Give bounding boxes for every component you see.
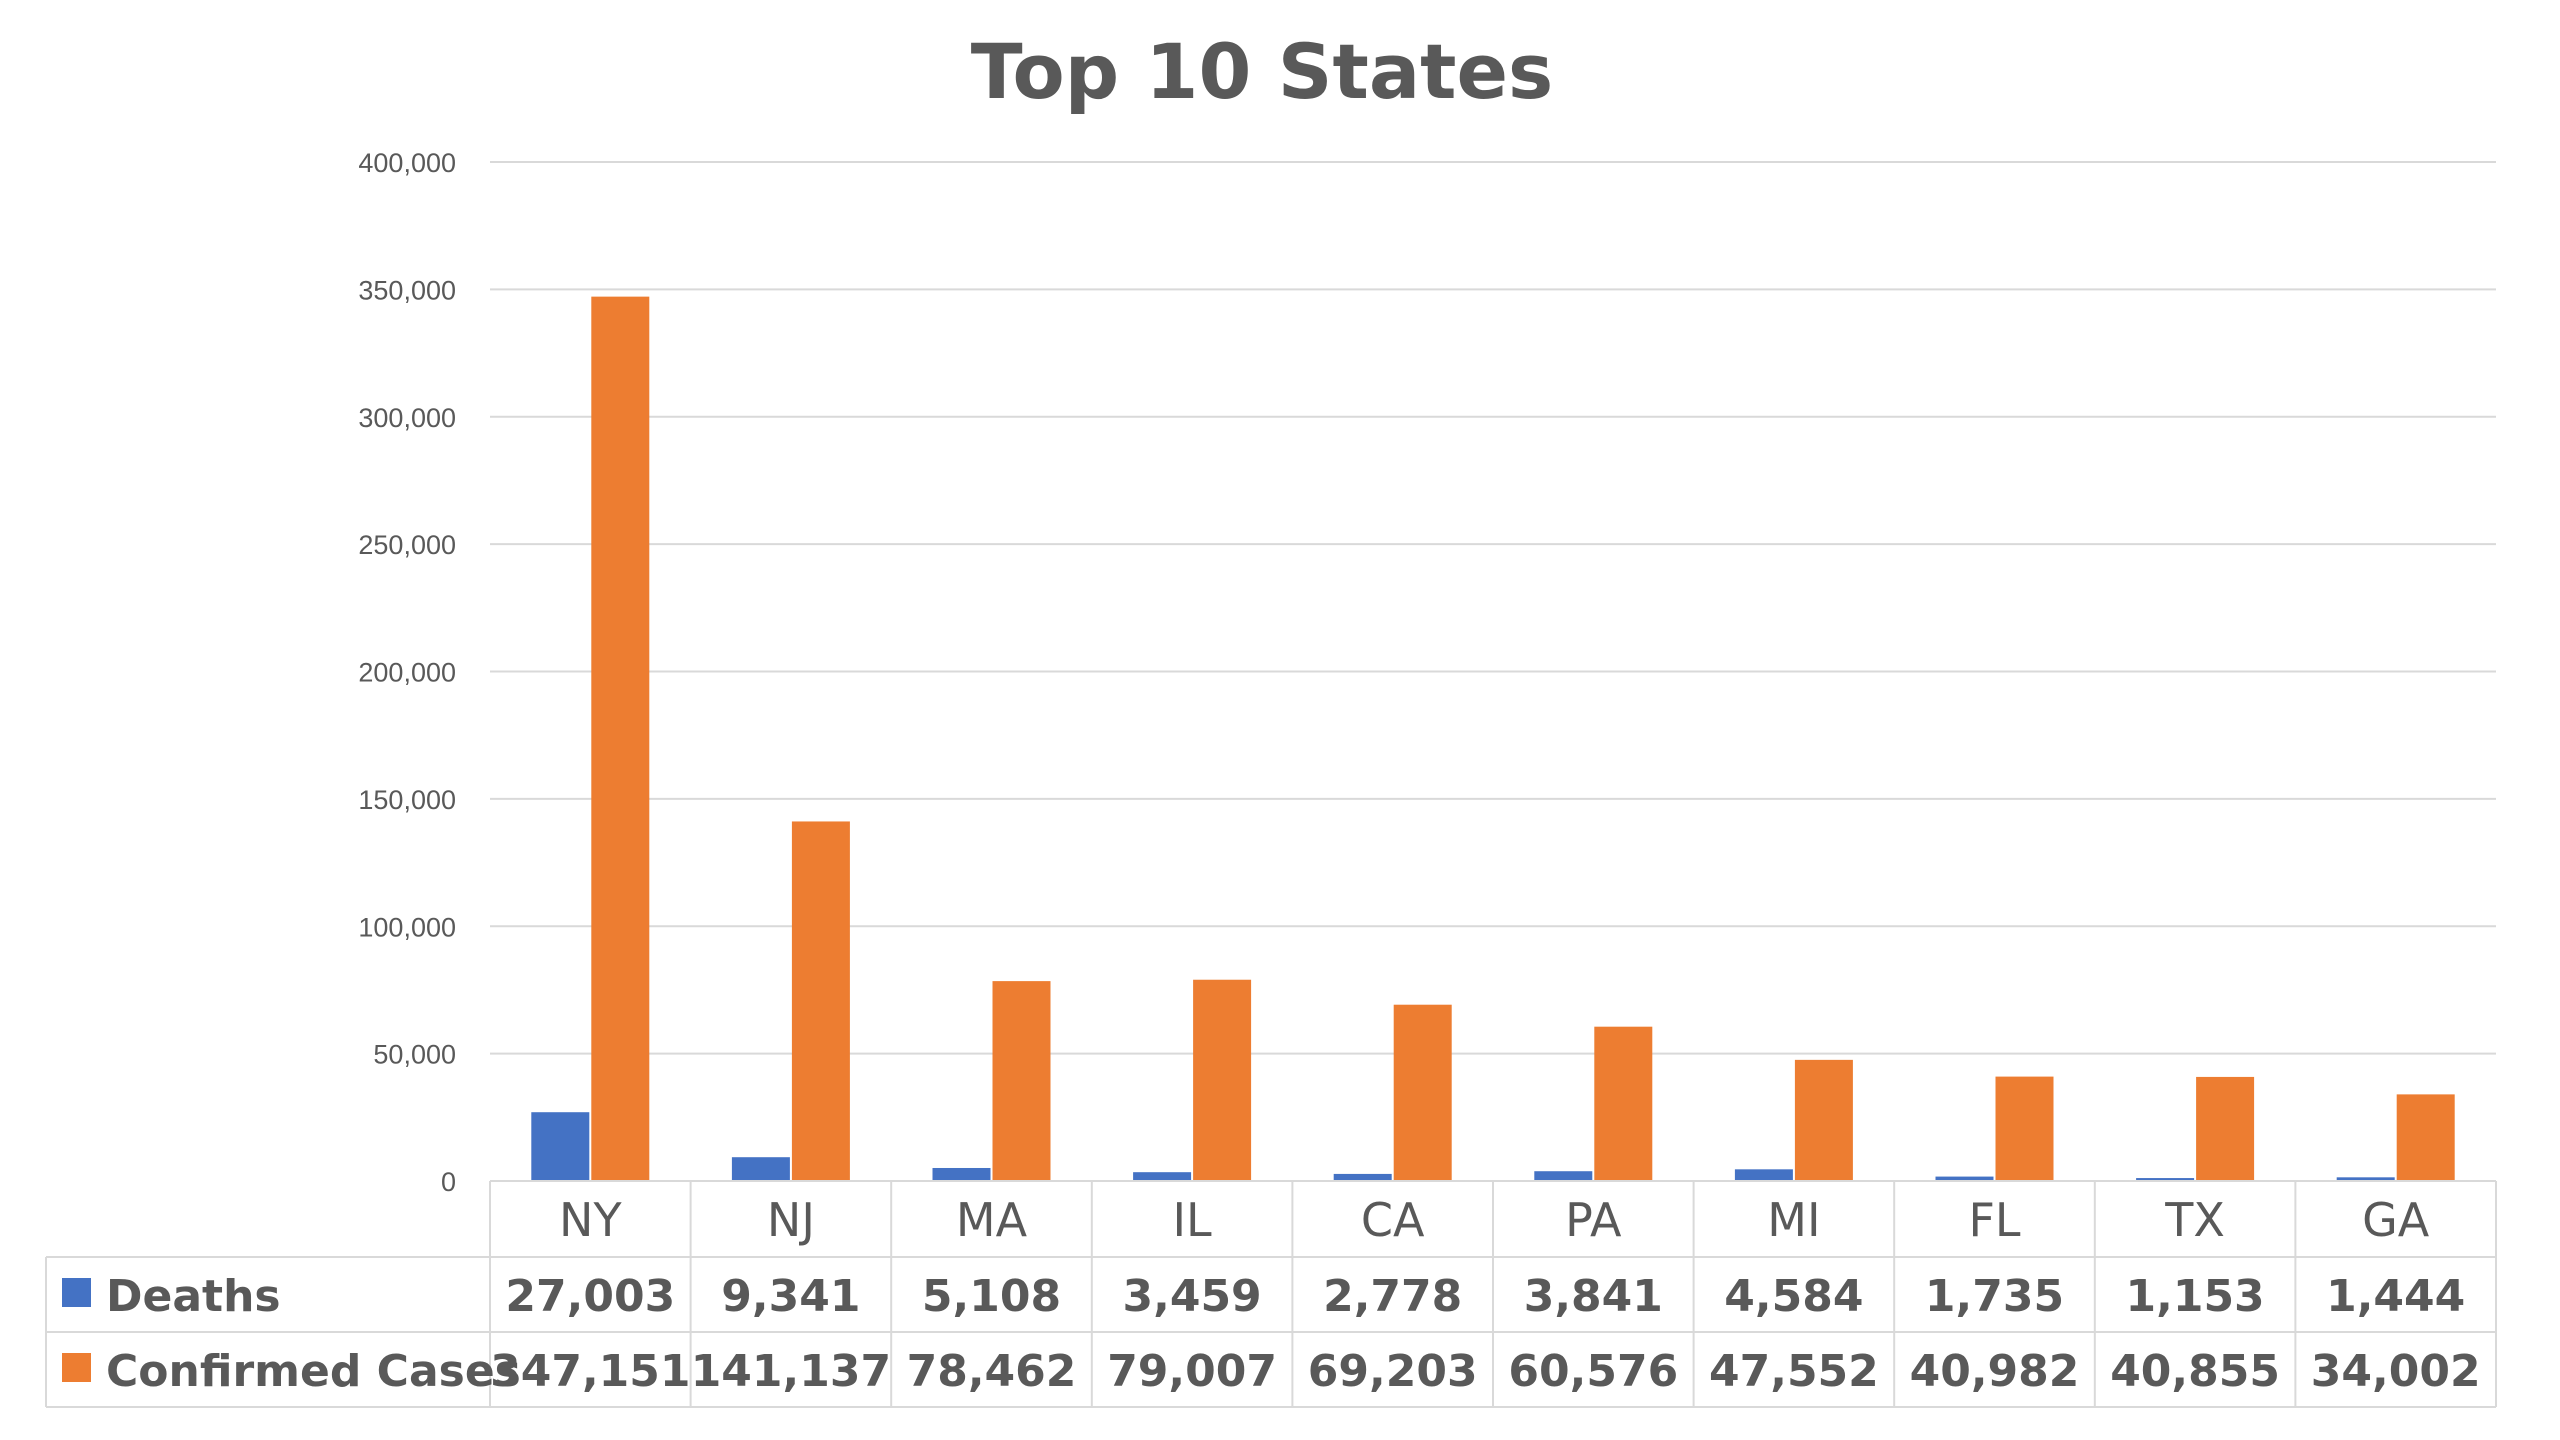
category-label: NY — [559, 1193, 622, 1247]
data-label: 27,003 — [505, 1271, 675, 1322]
deaths-bar-ma — [932, 1167, 991, 1181]
data-label: 40,855 — [2110, 1346, 2280, 1397]
category-label: CA — [1361, 1193, 1425, 1247]
confirmed-cases-bar-il — [1193, 979, 1252, 1181]
data-label: 40,982 — [1910, 1346, 2080, 1397]
y-tick-label: 300,000 — [358, 403, 456, 433]
data-label: 1,444 — [2326, 1271, 2465, 1322]
data-label: 9,341 — [721, 1271, 860, 1322]
category-label: NJ — [767, 1193, 815, 1247]
legend-key — [62, 1353, 91, 1382]
category-label: GA — [2362, 1193, 2430, 1247]
deaths-bar-ny — [531, 1112, 590, 1181]
y-tick-label: 0 — [441, 1167, 456, 1197]
legend-label: Confirmed Cases — [106, 1346, 521, 1397]
bars — [531, 296, 2455, 1181]
category-label: MI — [1767, 1193, 1820, 1247]
confirmed-cases-bar-mi — [1794, 1059, 1853, 1181]
deaths-bar-ga — [2336, 1177, 2395, 1181]
gridlines — [490, 161, 2496, 1055]
data-label: 2,778 — [1323, 1271, 1462, 1322]
deaths-bar-il — [1133, 1172, 1192, 1181]
data-label: 1,153 — [2126, 1271, 2265, 1322]
data-label: 5,108 — [922, 1271, 1061, 1322]
deaths-bar-pa — [1534, 1171, 1593, 1181]
y-tick-label: 200,000 — [358, 658, 456, 688]
data-label: 4,584 — [1724, 1271, 1863, 1322]
legend-key — [62, 1278, 91, 1307]
data-label: 3,459 — [1123, 1271, 1262, 1322]
deaths-bar-ca — [1333, 1173, 1392, 1181]
data-label: 1,735 — [1925, 1271, 2064, 1322]
deaths-bar-nj — [731, 1157, 790, 1181]
legend-label: Deaths — [106, 1271, 281, 1322]
y-tick-label: 50,000 — [373, 1040, 456, 1070]
data-label: 47,552 — [1709, 1346, 1879, 1397]
category-label: MA — [956, 1193, 1028, 1247]
confirmed-cases-bar-nj — [791, 821, 850, 1181]
data-label: 3,841 — [1524, 1271, 1663, 1322]
confirmed-cases-bar-ma — [992, 981, 1051, 1181]
deaths-bar-fl — [1935, 1176, 1994, 1181]
category-label: IL — [1172, 1193, 1212, 1247]
deaths-bar-tx — [2136, 1178, 2195, 1181]
data-label: 78,462 — [907, 1346, 1077, 1397]
y-tick-label: 100,000 — [358, 912, 456, 942]
confirmed-cases-bar-ga — [2396, 1094, 2455, 1181]
y-tick-label: 350,000 — [358, 275, 456, 305]
category-label: PA — [1565, 1193, 1622, 1247]
y-axis-ticks: 0 50,000 100,000 150,000 200,000 250,000 300,0… — [358, 148, 456, 1197]
deaths-bar-mi — [1734, 1169, 1793, 1181]
category-label: FL — [1968, 1193, 2020, 1247]
data-table: NY NJ MA IL CA PA MI FL TX GA Deaths 27,003 9,341 5,1… — [45, 1180, 2497, 1408]
confirmed-cases-bar-tx — [2196, 1076, 2255, 1181]
chart-title: Top 10 States — [971, 27, 1554, 116]
data-label: 34,002 — [2311, 1346, 2481, 1397]
data-label: 79,007 — [1107, 1346, 1277, 1397]
confirmed-cases-bar-pa — [1594, 1026, 1653, 1181]
data-label: 347,151 — [490, 1346, 690, 1397]
y-tick-label: 400,000 — [358, 148, 456, 178]
confirmed-cases-bar-ny — [591, 296, 650, 1181]
confirmed-cases-bar-fl — [1995, 1076, 2054, 1181]
y-tick-label: 250,000 — [358, 530, 456, 560]
data-label: 141,137 — [691, 1346, 891, 1397]
data-label: 60,576 — [1508, 1346, 1678, 1397]
confirmed-cases-bar-ca — [1393, 1004, 1452, 1181]
y-tick-label: 150,000 — [358, 785, 456, 815]
category-label: TX — [2164, 1193, 2225, 1247]
data-label: 69,203 — [1308, 1346, 1478, 1397]
